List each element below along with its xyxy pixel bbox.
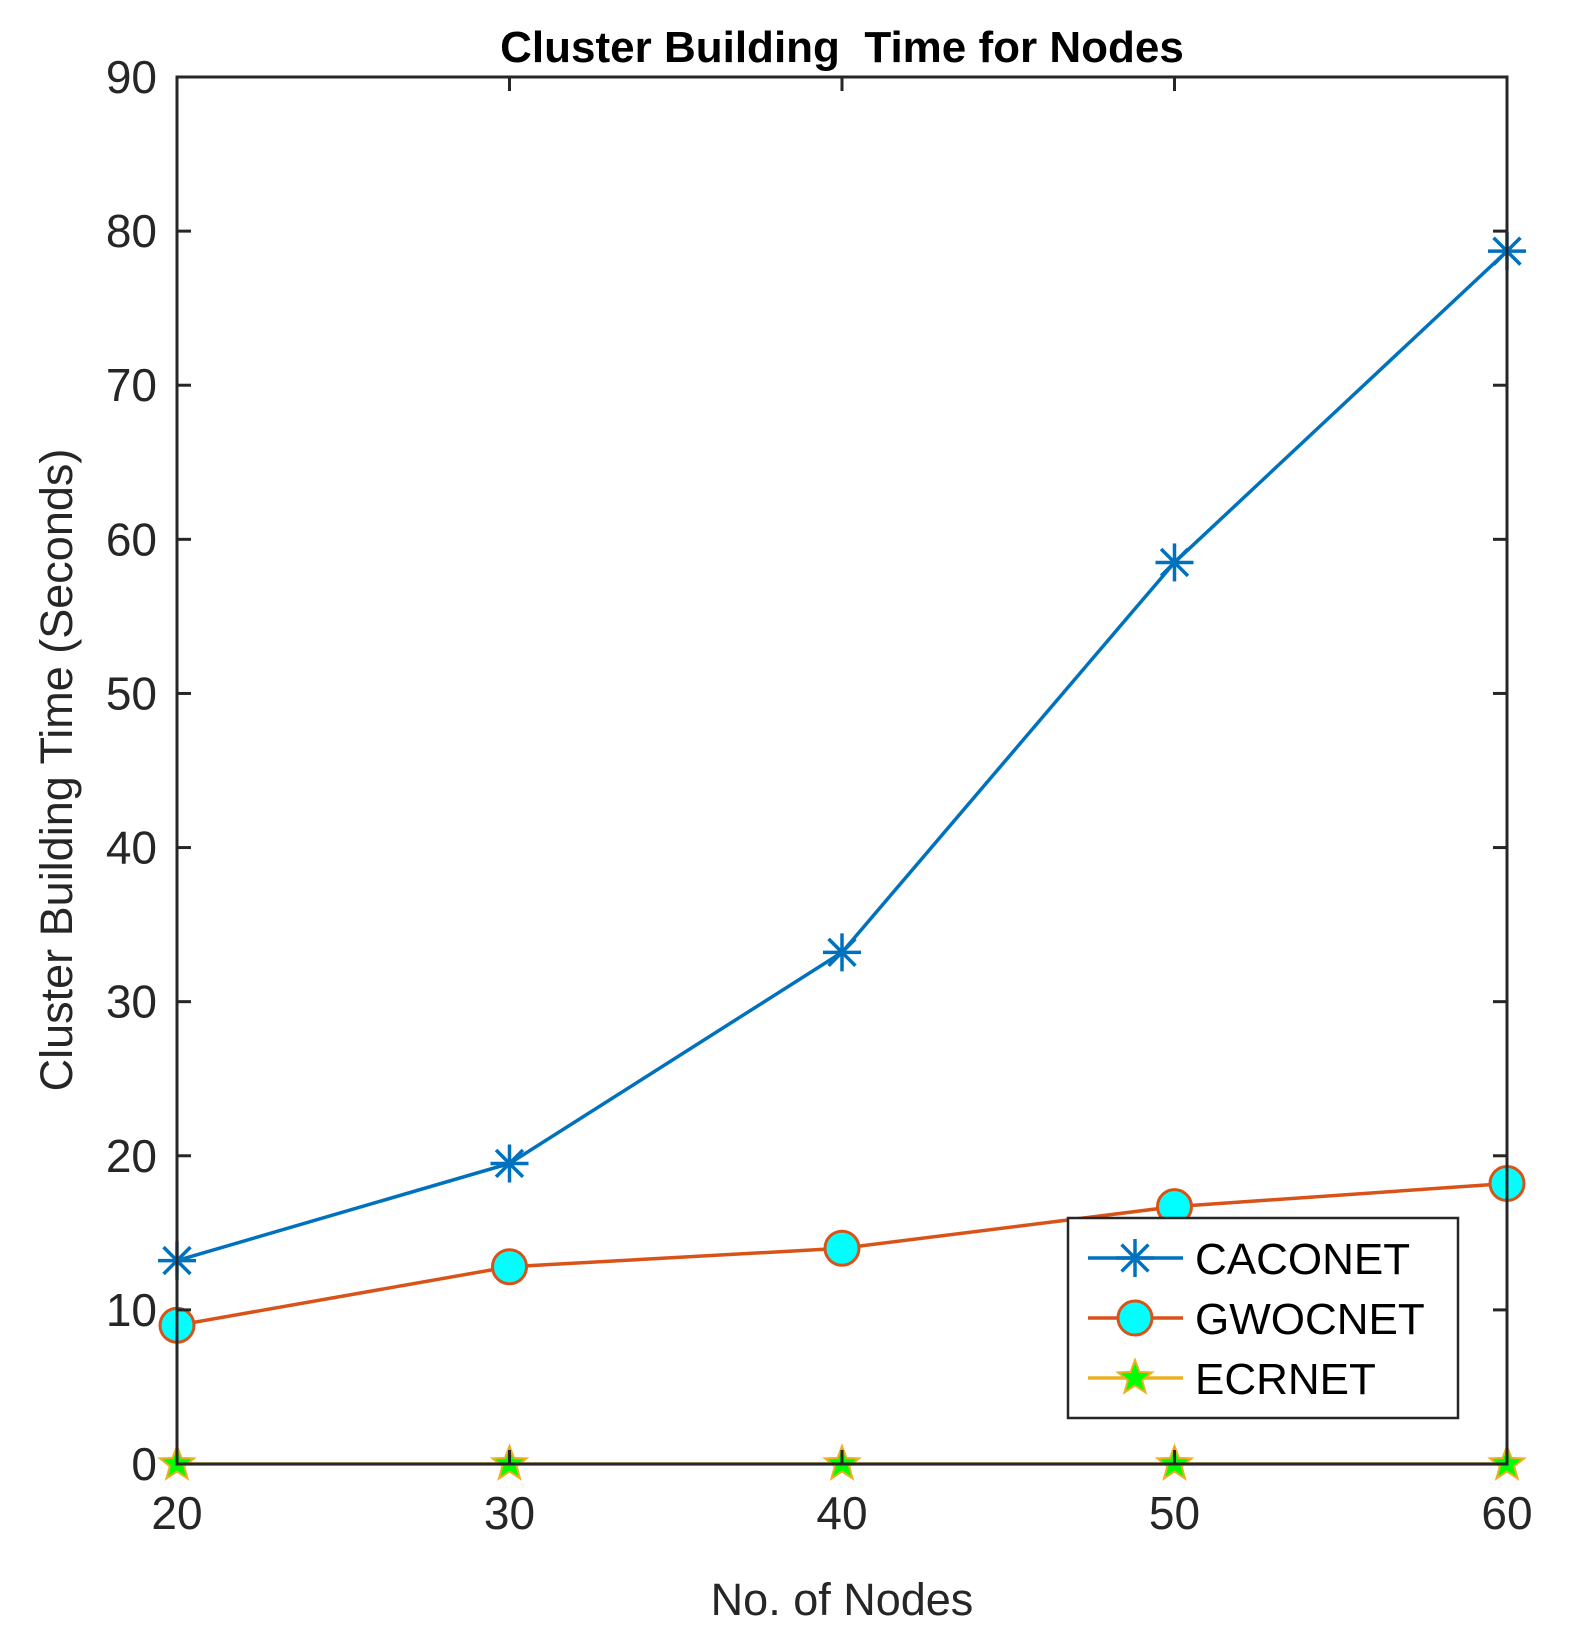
legend-item-gwocnet: GWOCNET (1088, 1295, 1425, 1344)
legend: CACONET GWOCNET ECRNET (1066, 1216, 1460, 1420)
y-tick-label: 50 (106, 667, 157, 719)
y-tick-label: 0 (131, 1438, 157, 1490)
chart-title: Cluster Building Time for Nodes (500, 23, 1184, 72)
y-tick-label: 60 (106, 513, 157, 565)
x-tick-label: 40 (816, 1487, 867, 1539)
legend-label: GWOCNET (1195, 1295, 1425, 1344)
legend-label: CACONET (1195, 1235, 1410, 1284)
legend-marker-caconet (1116, 1239, 1154, 1277)
y-tick-label: 80 (106, 205, 157, 257)
y-tick-label: 90 (106, 51, 157, 103)
x-tick-label: 50 (1149, 1487, 1200, 1539)
ticks-layer: 0 10 20 30 40 50 60 70 80 90 20 30 40 50 60 (106, 51, 1533, 1539)
y-tick-label: 40 (106, 822, 157, 874)
legend-label: ECRNET (1195, 1355, 1376, 1404)
x-tick-label: 30 (484, 1487, 535, 1539)
y-axis-label: Cluster Building Time (Seconds) (31, 449, 82, 1092)
legend-marker-gwocnet (1116, 1299, 1154, 1337)
y-tick-label: 10 (106, 1284, 157, 1336)
data-point-caconet (490, 1144, 529, 1183)
y-tick-label: 30 (106, 976, 157, 1028)
data-point-gwocnet (491, 1248, 528, 1286)
legend-item-caconet: CACONET (1088, 1235, 1410, 1284)
x-tick-label: 60 (1481, 1487, 1532, 1539)
legend-item-ecrnet: ECRNET (1088, 1355, 1376, 1404)
legend-marker-ecrnet (1115, 1357, 1155, 1395)
data-point-caconet (823, 933, 861, 972)
data-point-gwocnet (823, 1229, 861, 1267)
y-tick-label: 20 (106, 1130, 157, 1182)
x-tick-label: 20 (151, 1487, 202, 1539)
x-axis-label: No. of Nodes (711, 1574, 974, 1625)
y-tick-label: 70 (106, 359, 157, 411)
data-point-caconet (1155, 543, 1194, 582)
